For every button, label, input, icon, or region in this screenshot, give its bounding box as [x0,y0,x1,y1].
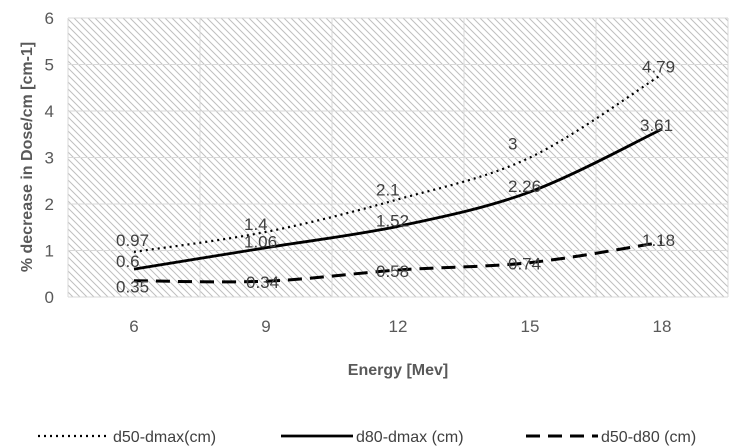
x-tick-label: 6 [129,317,138,336]
data-label: 0.6 [116,252,140,271]
data-label: 1.4 [244,215,268,234]
legend-label: d50-dmax(cm) [113,429,216,446]
y-tick-label: 1 [45,242,54,261]
legend-label: d50-d80 (cm) [601,429,696,446]
data-labels: 0.97 1.4 2.1 3 4.79 0.6 1.06 1.52 2.26 3.61 0.35 0.… [116,57,675,296]
y-tick-labels: 0 1 2 3 4 5 6 [45,9,54,307]
data-label: 4.79 [642,57,675,76]
y-tick-label: 5 [45,56,54,75]
data-label: 0.97 [116,231,149,250]
legend-label: d80-dmax (cm) [356,429,464,446]
x-tick-label: 12 [389,317,408,336]
series-line-d50-d80-cm- [133,240,663,284]
x-tick-label: 15 [521,317,540,336]
data-label: 0.58 [376,262,409,281]
data-label: 2.1 [376,180,400,199]
gridlines [67,17,729,298]
data-label: 0.74 [508,255,541,274]
data-label: 0.34 [246,273,279,292]
y-tick-label: 6 [45,9,54,28]
series-lines [133,73,663,284]
data-label: 1.18 [642,231,675,250]
y-axis-title: % decrease in Dose/cm [cm-1] [19,42,36,272]
x-tick-label: 9 [261,317,270,336]
x-tick-label: 18 [653,317,672,336]
x-axis-title: Energy [Mev] [348,362,448,379]
y-tick-label: 3 [45,149,54,168]
legend: d50-dmax(cm) d80-dmax (cm) d50-d80 (cm) [38,429,696,446]
series-line-d50-dmax-cm- [133,73,663,253]
data-label: 3.61 [640,116,673,135]
data-label: 0.35 [116,278,149,297]
data-label: 1.52 [376,211,409,230]
y-tick-label: 0 [45,288,54,307]
series-line-d80-dmax-cm- [133,127,663,271]
data-label: 1.06 [244,233,277,252]
x-tick-labels: 6 9 12 15 18 [129,317,671,336]
data-label: 3 [508,135,517,154]
y-tick-label: 4 [45,102,54,121]
y-tick-label: 2 [45,195,54,214]
data-label: 2.26 [508,177,541,196]
